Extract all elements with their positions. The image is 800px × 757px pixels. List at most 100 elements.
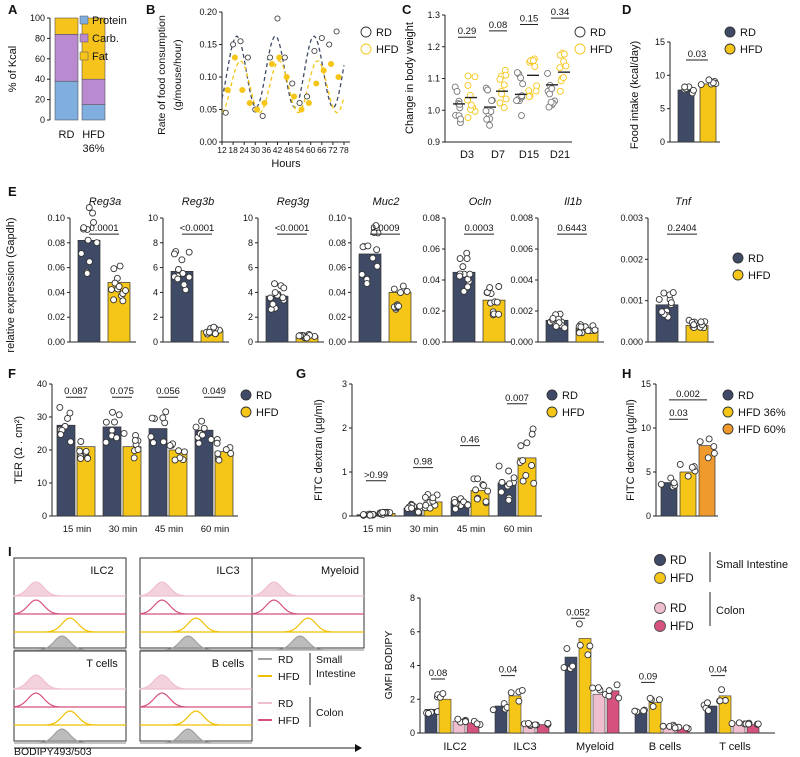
G-pvalue: >0.99 bbox=[364, 470, 388, 481]
E-point bbox=[395, 302, 403, 310]
E-Muc2-ytick-label: 0.08 bbox=[328, 238, 346, 248]
I-flow-box-ILC2 bbox=[13, 557, 127, 649]
G-xlabel-30 min: 30 min bbox=[410, 524, 439, 535]
B-point-RD bbox=[326, 41, 333, 48]
E-point bbox=[90, 219, 97, 226]
G-point bbox=[366, 511, 374, 519]
C-point bbox=[496, 75, 504, 83]
I-point bbox=[439, 690, 447, 698]
I-flow-histogram bbox=[14, 728, 126, 744]
I-flow-xlabel: BODIPY493/503 bbox=[14, 746, 92, 757]
panel-letter-A: A bbox=[8, 2, 18, 17]
I-point bbox=[718, 686, 726, 694]
I-pvalue: 0.09 bbox=[639, 671, 658, 682]
I-point bbox=[586, 642, 594, 650]
F-point bbox=[222, 446, 230, 454]
C-legend-label-0: RD bbox=[590, 27, 606, 39]
E-title-Ocln: Ocln bbox=[469, 196, 492, 208]
C-point bbox=[502, 95, 510, 103]
I-bar-ILC2-1 bbox=[438, 698, 452, 734]
E-point bbox=[122, 287, 129, 295]
panel-letter-F: F bbox=[8, 366, 16, 381]
E-point bbox=[269, 300, 277, 308]
F-point bbox=[109, 408, 116, 416]
F-xlabel-60 min: 60 min bbox=[201, 524, 230, 535]
B-xtick-label: 78 bbox=[339, 145, 349, 155]
E-point bbox=[591, 326, 599, 334]
C-point bbox=[560, 74, 567, 82]
E-Reg3a-ytick-label: 0.06 bbox=[47, 263, 65, 273]
C-point bbox=[464, 81, 472, 89]
C-point bbox=[525, 93, 533, 101]
F-point bbox=[84, 454, 92, 462]
D-ytick-label: 10 bbox=[655, 70, 665, 80]
I-point bbox=[728, 720, 736, 727]
E-legend-label-1: HFD bbox=[748, 270, 771, 282]
I-flow-histogram bbox=[139, 599, 252, 615]
I-flow-histogram bbox=[139, 692, 252, 708]
I-bar-Myeloid-3 bbox=[606, 690, 620, 734]
E-Tnf-pvalue: 0.2404 bbox=[667, 223, 696, 234]
E-point bbox=[669, 289, 677, 297]
B-point-HFD bbox=[254, 106, 261, 113]
B-point-HFD bbox=[283, 73, 290, 81]
F-ytick-label: 20 bbox=[37, 445, 47, 455]
E-Tnf-ytick-label: 0.003 bbox=[620, 213, 643, 223]
B-ytick-label: 0.10 bbox=[199, 72, 217, 82]
C-ytick-label: 1.2 bbox=[427, 42, 440, 52]
B-legend-label-0: RD bbox=[376, 27, 392, 39]
H-point bbox=[710, 443, 718, 451]
B-point-HFD bbox=[335, 73, 342, 81]
E-point bbox=[364, 242, 372, 250]
I-flow-box-T cells bbox=[13, 650, 127, 742]
G-point bbox=[505, 496, 513, 504]
C-point bbox=[464, 72, 472, 80]
I-flow-arrow bbox=[355, 744, 362, 752]
D-ytick-label: 15 bbox=[655, 37, 665, 47]
B-point-RD bbox=[237, 38, 244, 45]
C-point bbox=[517, 74, 525, 82]
E-Reg3b-ytick-label: 2 bbox=[153, 312, 158, 322]
A-bar-RD-Fat bbox=[54, 17, 79, 35]
I-point bbox=[569, 662, 577, 670]
D-point bbox=[681, 83, 689, 91]
H-ytick-label: 15 bbox=[641, 379, 651, 389]
I-xlabel-Myeloid: Myeloid bbox=[576, 741, 614, 753]
I-flow-histogram bbox=[14, 617, 126, 633]
E-Ocln-ytick-label: 0.00 bbox=[422, 337, 440, 347]
I-point bbox=[682, 724, 690, 732]
B-point-HFD bbox=[291, 93, 298, 100]
G-point bbox=[422, 501, 430, 509]
E-Reg3g-ytick-label: 2 bbox=[248, 312, 253, 322]
F-point bbox=[198, 417, 206, 425]
B-xtick-label: 54 bbox=[295, 145, 305, 155]
E-point bbox=[85, 204, 93, 212]
A-ytick-label: 40 bbox=[35, 74, 45, 84]
I-flow-group-2: Colon bbox=[316, 707, 344, 719]
B-point-RD bbox=[259, 112, 266, 120]
panel-letter-G: G bbox=[296, 366, 306, 381]
C-point bbox=[518, 112, 525, 119]
E-point bbox=[178, 256, 186, 264]
E-ylabel: relative expression (Gapdh) bbox=[5, 217, 17, 352]
F-point bbox=[213, 439, 221, 447]
B-point-RD bbox=[267, 54, 274, 61]
C-point bbox=[466, 91, 474, 99]
I-bar-Myeloid-0 bbox=[564, 656, 578, 734]
F-point bbox=[111, 418, 118, 426]
B-xtick-label: 72 bbox=[328, 145, 338, 155]
I-point bbox=[576, 641, 584, 649]
C-point bbox=[502, 71, 510, 79]
I-legend-marker-0 bbox=[654, 554, 666, 566]
F-point bbox=[171, 456, 179, 464]
C-point bbox=[483, 115, 491, 123]
B-point-RD bbox=[281, 54, 288, 61]
E-point bbox=[84, 236, 92, 244]
C-point bbox=[464, 114, 472, 121]
H-ytick-label: 5 bbox=[646, 467, 651, 477]
H-point bbox=[657, 480, 665, 488]
D-ytick-label: 0 bbox=[660, 137, 665, 147]
F-point bbox=[227, 450, 235, 457]
E-Reg3g-ytick-label: 10 bbox=[243, 213, 253, 223]
B-legend-label-1: HFD bbox=[376, 44, 399, 56]
